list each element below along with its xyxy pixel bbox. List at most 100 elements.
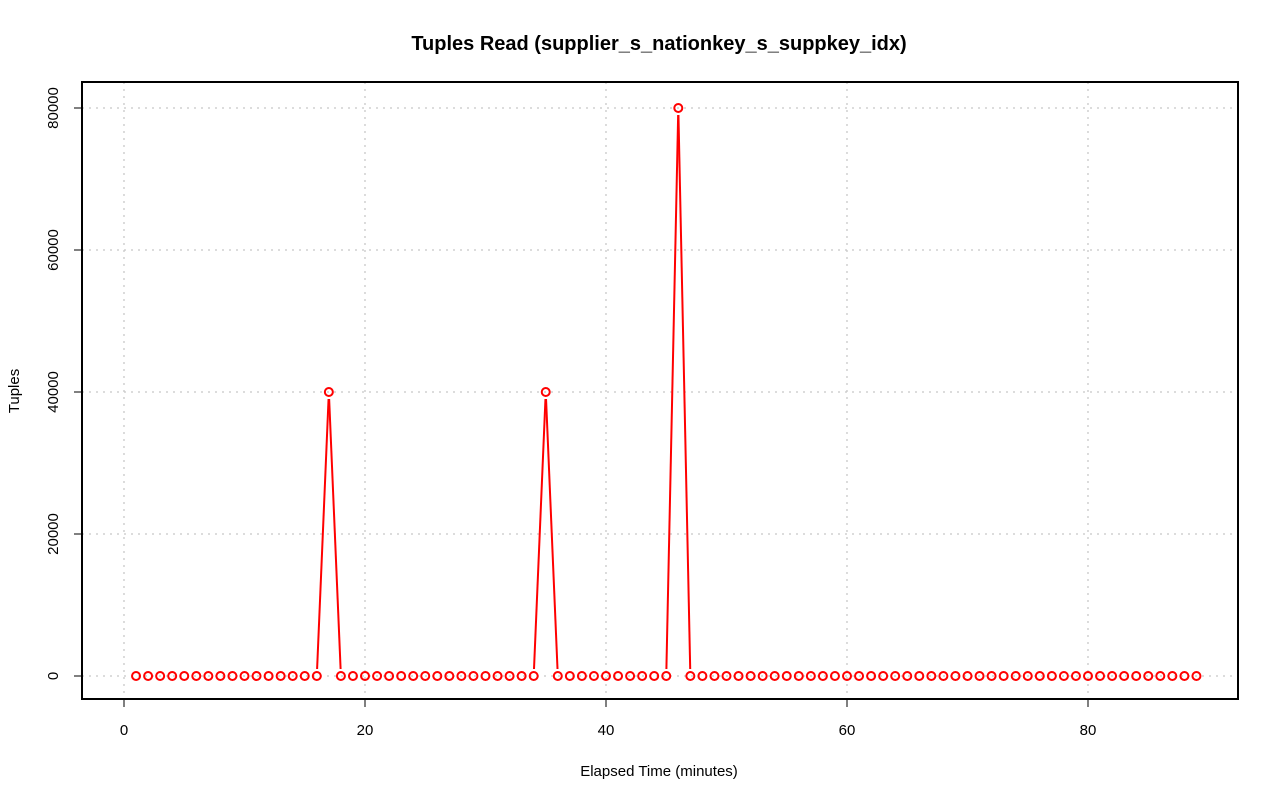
- data-point: [215, 671, 226, 681]
- data-point: [793, 671, 804, 681]
- y-axis: 0 20000 40000 60000 80000: [45, 87, 82, 680]
- data-point: [685, 671, 696, 681]
- data-point: [492, 671, 503, 681]
- data-point: [516, 671, 527, 681]
- data-point: [1191, 671, 1202, 681]
- data-point: [781, 671, 792, 681]
- data-point: [962, 671, 973, 681]
- data-point: [1143, 671, 1154, 681]
- data-point: [1167, 671, 1178, 681]
- x-tick-label: 60: [839, 722, 856, 739]
- series-line-segment: [328, 398, 342, 670]
- y-tick-label: 20000: [45, 513, 62, 555]
- data-point: [914, 671, 925, 681]
- data-point: [372, 671, 383, 681]
- data-point: [829, 671, 840, 681]
- data-point: [1155, 671, 1166, 681]
- data-point: [263, 671, 274, 681]
- data-point: [986, 671, 997, 681]
- data-point: [1046, 671, 1057, 681]
- x-tick-label: 80: [1080, 722, 1097, 739]
- data-point: [155, 671, 166, 681]
- data-point: [239, 671, 250, 681]
- y-axis-label: Tuples: [6, 369, 23, 413]
- data-point: [890, 671, 901, 681]
- data-point: [552, 671, 563, 681]
- data-point: [769, 671, 780, 681]
- series-line-segment: [316, 398, 330, 670]
- data-point: [625, 671, 636, 681]
- data-point: [649, 671, 660, 681]
- data-point: [480, 671, 491, 681]
- data-point: [576, 671, 587, 681]
- data-point: [974, 671, 985, 681]
- data-point: [733, 671, 744, 681]
- data-point: [468, 671, 479, 681]
- data-point: [842, 671, 852, 681]
- data-point: [1095, 671, 1106, 681]
- data-point: [613, 671, 624, 681]
- data-point: [866, 671, 877, 681]
- data-point: [203, 671, 214, 681]
- data-point: [131, 671, 142, 681]
- data-point: [335, 671, 346, 681]
- data-point: [757, 671, 768, 681]
- data-point: [673, 103, 684, 113]
- data-point: [1022, 671, 1033, 681]
- data-point: [564, 671, 575, 681]
- data-point: [697, 671, 708, 681]
- data-point: [384, 671, 395, 681]
- data-point: [1083, 671, 1093, 681]
- data-point: [601, 671, 611, 681]
- x-axis-label: Elapsed Time (minutes): [580, 763, 738, 780]
- data-point: [1010, 671, 1021, 681]
- data-point: [396, 671, 407, 681]
- x-tick-label: 0: [120, 722, 128, 739]
- data-point: [637, 671, 648, 681]
- plot-frame: [81, 81, 1239, 700]
- y-tick-label: 0: [45, 672, 62, 680]
- data-point: [1107, 671, 1118, 681]
- data-point: [420, 671, 431, 681]
- series-line-segment: [665, 114, 680, 670]
- data-point: [854, 671, 865, 681]
- data-point: [143, 671, 154, 681]
- data-point: [251, 671, 262, 681]
- data-point: [287, 671, 298, 681]
- data-point: [998, 671, 1009, 681]
- data-point: [311, 671, 322, 681]
- data-point: [408, 671, 419, 681]
- data-point: [227, 671, 238, 681]
- data-point: [191, 671, 202, 681]
- x-axis: 0 20 40 60 80: [120, 699, 1097, 739]
- series-line-segment: [677, 114, 692, 670]
- data-point: [805, 671, 816, 681]
- series-line-segment: [532, 398, 547, 670]
- data-point: [323, 387, 334, 397]
- chart-title: Tuples Read (supplier_s_nationkey_s_supp…: [411, 33, 906, 55]
- data-point: [1131, 671, 1142, 681]
- data-point: [950, 671, 961, 681]
- data-point: [444, 671, 455, 681]
- x-tick-label: 40: [598, 722, 615, 739]
- data-point: [1070, 671, 1081, 681]
- data-series: [131, 103, 1202, 681]
- data-point: [456, 671, 467, 681]
- data-point: [938, 671, 949, 681]
- data-point: [1179, 671, 1190, 681]
- y-tick-label: 80000: [45, 87, 62, 129]
- data-point: [179, 671, 190, 681]
- data-point: [360, 671, 370, 681]
- data-point: [1058, 671, 1069, 681]
- y-tick-label: 40000: [45, 371, 62, 413]
- data-point: [167, 671, 178, 681]
- data-point: [661, 671, 672, 681]
- data-point: [275, 671, 286, 681]
- data-point: [926, 671, 937, 681]
- data-point: [902, 671, 913, 681]
- data-point: [299, 671, 310, 681]
- data-point: [721, 671, 732, 681]
- data-point: [709, 671, 720, 681]
- data-point: [588, 671, 599, 681]
